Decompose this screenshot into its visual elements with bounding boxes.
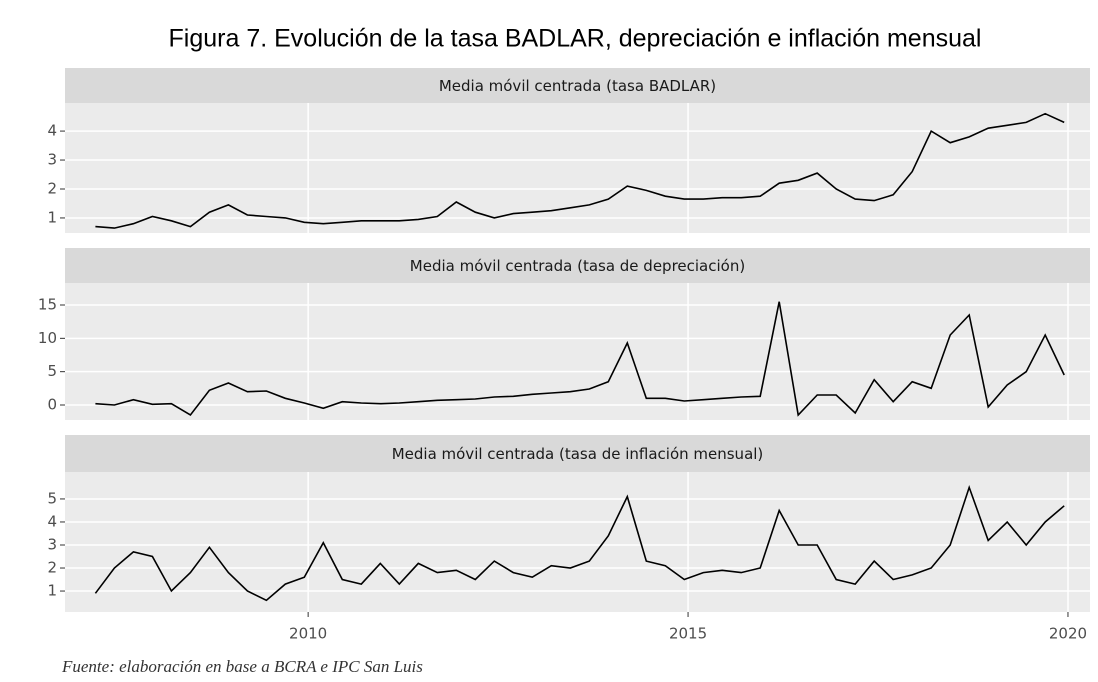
- strip-label: Media móvil centrada (tasa de depreciaci…: [410, 257, 745, 275]
- y-tick-label: 3: [47, 535, 57, 553]
- y-tick-label: 1: [47, 582, 57, 600]
- y-tick-label: 4: [47, 512, 57, 530]
- y-tick-label: 1: [47, 208, 57, 226]
- y-tick-label: 0: [47, 396, 57, 414]
- strip-label: Media móvil centrada (tasa de inflación …: [392, 445, 764, 463]
- strip: [65, 248, 1090, 283]
- line: [94, 484, 1065, 602]
- plot-background: [65, 103, 1090, 233]
- source-note: Fuente: elaboración en base a BCRA e IPC…: [61, 657, 423, 676]
- y-tick-label: 4: [47, 122, 57, 140]
- y-tick-label: 2: [47, 559, 57, 577]
- y-tick-label: 10: [38, 329, 57, 347]
- y-tick-label: 3: [47, 151, 57, 169]
- y-tick-label: 5: [47, 489, 57, 507]
- x-tick-label: 2020: [1049, 625, 1087, 643]
- strip: [65, 435, 1090, 472]
- chart-title: Figura 7. Evolución de la tasa BADLAR, d…: [169, 25, 982, 53]
- plot-background: [65, 283, 1090, 420]
- y-tick-label: 5: [47, 362, 57, 380]
- x-tick-label: 2015: [669, 625, 707, 643]
- x-tick-label: 2010: [289, 625, 327, 643]
- strip: [65, 68, 1090, 103]
- plot-background: [65, 472, 1090, 612]
- line: [95, 112, 1065, 229]
- strip-label: Media móvil centrada (tasa BADLAR): [439, 77, 716, 95]
- y-tick-label: 2: [47, 179, 57, 197]
- y-tick-label: 15: [38, 296, 57, 314]
- line: [95, 301, 1065, 417]
